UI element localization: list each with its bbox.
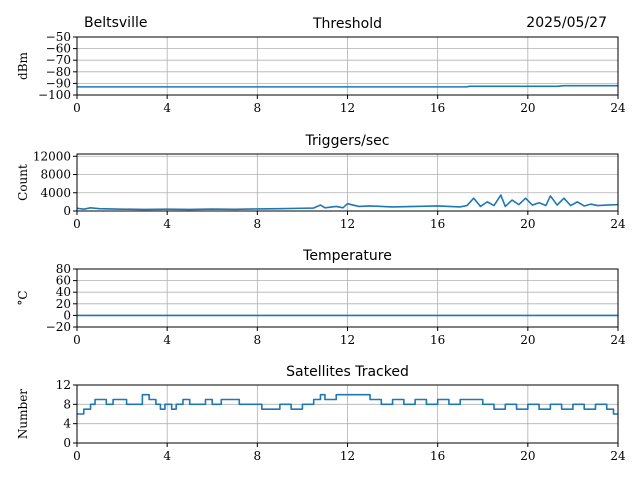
x-tick-label: 8	[254, 333, 262, 347]
y-tick-label: −70	[46, 53, 71, 67]
x-tick-label: 8	[254, 449, 262, 463]
y-tick-label: 4000	[40, 186, 71, 200]
x-tick-label: 8	[254, 101, 262, 115]
y-tick-label: −20	[46, 320, 71, 334]
x-tick-label: 0	[73, 217, 81, 231]
chart-title: Satellites Tracked	[286, 364, 409, 380]
x-tick-label: 20	[520, 449, 535, 463]
x-tick-label: 0	[73, 101, 81, 115]
y-tick-label: 0	[63, 204, 71, 218]
x-tick-label: 12	[340, 217, 355, 231]
x-tick-label: 4	[163, 333, 171, 347]
x-tick-label: 24	[610, 217, 626, 231]
x-tick-label: 16	[430, 217, 445, 231]
y-tick-label: −50	[46, 30, 71, 44]
panel-4: 0 4 8 12 16 20 24 0 4 8 12 Satellites Tracked Number	[16, 364, 626, 463]
x-tick-label: 16	[430, 449, 445, 463]
x-tick-label: 20	[520, 101, 535, 115]
x-tick-label: 0	[73, 333, 81, 347]
y-axis-label: dBm	[16, 51, 30, 80]
x-tick-label: 8	[254, 217, 262, 231]
y-axis-label: Number	[16, 389, 30, 439]
station-label: Beltsville	[84, 15, 147, 31]
y-tick-label: 40	[56, 285, 71, 299]
x-tick-label: 0	[73, 449, 81, 463]
y-tick-label: 12000	[33, 149, 71, 163]
y-tick-label: 8	[63, 397, 71, 411]
panel-2: 0 4 8 12 16 20 24 0 4000 8000 12000 Triggers/sec Cou…	[16, 133, 626, 231]
x-tick-label: 4	[163, 449, 171, 463]
y-tick-label: 80	[56, 262, 71, 276]
chart-title: Triggers/sec	[305, 133, 390, 149]
y-tick-label: −80	[46, 65, 71, 79]
y-axis-label: °C	[16, 290, 30, 305]
y-tick-label: 0	[63, 308, 71, 322]
x-tick-label: 24	[610, 449, 626, 463]
x-tick-label: 20	[520, 333, 535, 347]
y-tick-label: −90	[46, 76, 71, 90]
y-axis-label: Count	[16, 164, 30, 201]
y-tick-label: 8000	[40, 168, 71, 182]
x-tick-label: 12	[340, 101, 355, 115]
x-tick-label: 12	[340, 449, 355, 463]
chart-title: Temperature	[302, 248, 392, 264]
date-label: 2025/05/27	[526, 15, 607, 31]
y-tick-label: 12	[56, 378, 71, 392]
chart-title: Threshold	[312, 16, 382, 32]
y-tick-label: 20	[56, 297, 71, 311]
y-tick-label: −100	[38, 88, 71, 102]
series-line	[76, 194, 619, 211]
x-tick-label: 16	[430, 101, 445, 115]
panel-1: 0 4 8 12 16 20 24 −100−90−80−70−60−50 Threshold d…	[16, 16, 626, 115]
chart-panels: 0 4 8 12 16 20 24 −100−90−80−70−60−50 Threshold d…	[16, 16, 626, 463]
y-tick-label: 4	[63, 417, 71, 431]
x-tick-label: 4	[163, 217, 171, 231]
y-tick-label: 60	[56, 274, 71, 288]
series-line	[77, 393, 618, 415]
x-tick-label: 4	[163, 101, 171, 115]
y-tick-label: 0	[63, 436, 71, 450]
x-tick-label: 24	[610, 333, 626, 347]
x-tick-label: 16	[430, 333, 445, 347]
series-line	[77, 84, 618, 88]
x-tick-label: 20	[520, 217, 535, 231]
x-tick-label: 12	[340, 333, 355, 347]
y-tick-label: −60	[46, 42, 71, 56]
x-tick-label: 24	[610, 101, 626, 115]
